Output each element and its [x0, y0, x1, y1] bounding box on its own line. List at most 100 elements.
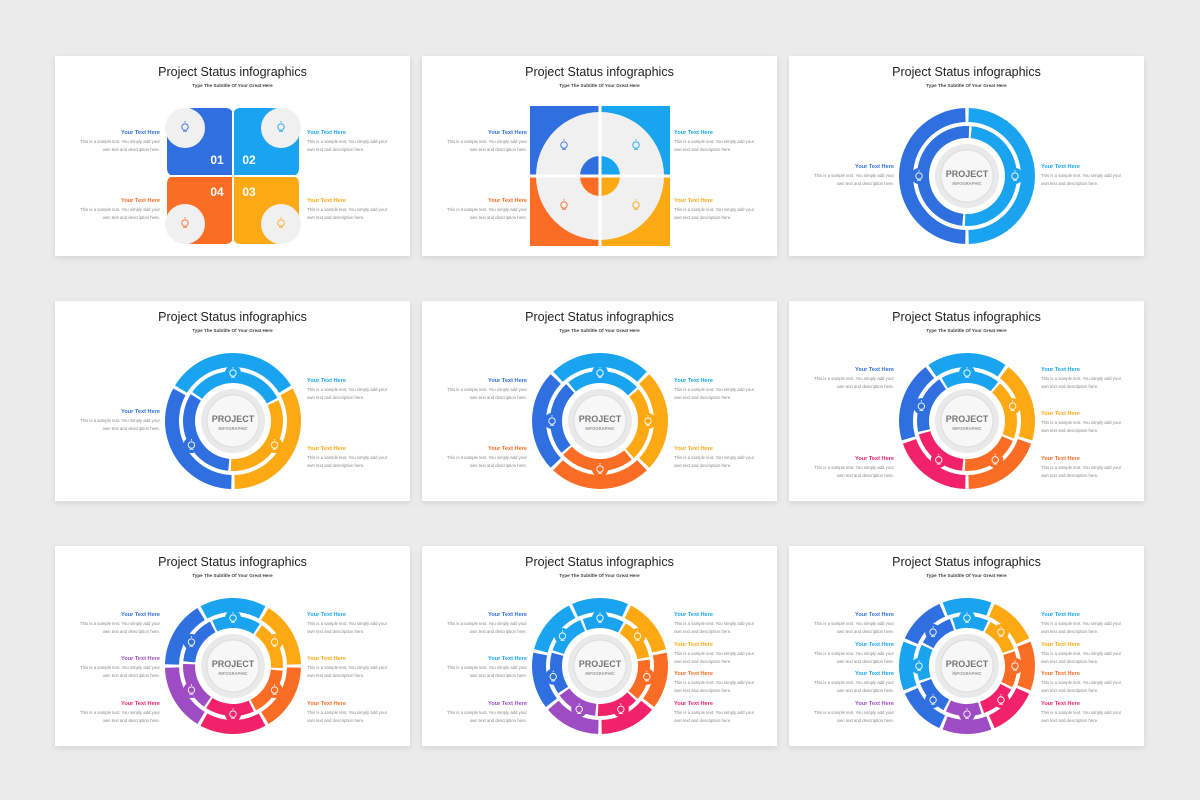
- ring-segment-inner-2: [992, 383, 1017, 439]
- center-subtitle: INFOGRAPHIC: [585, 426, 614, 431]
- infographic-art: PROJECT INFOGRAPHIC: [532, 598, 668, 734]
- text-block-description: own text and description here.: [469, 629, 527, 634]
- ring-segment-outer-3: [165, 388, 232, 489]
- text-block: Your Text Here This is a sample text. You…: [307, 378, 407, 402]
- text-block-description: This is a sample text. You simply add yo…: [446, 455, 527, 460]
- text-block-description: own text and description here.: [469, 147, 527, 152]
- truck-icon: [187, 439, 196, 450]
- text-block: Your Text Here This is a sample text. You…: [794, 456, 894, 480]
- ring-segment-inner-1: [192, 371, 278, 404]
- chart-icon: [929, 626, 937, 637]
- text-block-description: This is a sample text. You simply add yo…: [674, 651, 755, 656]
- center-title: PROJECT: [212, 414, 255, 424]
- slide-thumbnail[interactable]: Project Status infographics Type The Subt…: [422, 56, 777, 256]
- infographic-art: PROJECT INFOGRAPHIC: [165, 353, 301, 489]
- text-block-heading: Your Text Here: [488, 378, 527, 384]
- icon-circle: [261, 108, 301, 148]
- text-block-heading: Your Text Here: [307, 656, 346, 662]
- envelope-icon: [187, 684, 196, 695]
- text-block-heading: Your Text Here: [855, 367, 894, 373]
- text-block-description: own text and description here.: [307, 215, 365, 220]
- text-block-heading: Your Text Here: [307, 701, 346, 707]
- text-block-description: own text and description here.: [674, 629, 732, 634]
- text-block: Your Text Here This is a sample text. You…: [674, 642, 774, 666]
- ring-segment-outer-1: [200, 598, 266, 619]
- text-block: Your Text Here This is a sample text. You…: [307, 656, 407, 680]
- text-block: Your Text Here This is a sample text. You…: [427, 656, 527, 680]
- diamond-icon: [277, 121, 285, 132]
- text-block-heading: Your Text Here: [1041, 671, 1080, 677]
- ring-segment-outer-7: [534, 605, 576, 653]
- text-block-heading: Your Text Here: [855, 642, 894, 648]
- slide-thumbnail[interactable]: 01 02 03 04 Project Status infographics Type …: [55, 56, 410, 256]
- text-block: Your Text Here This is a sample text. You…: [794, 367, 894, 391]
- slide-thumbnail[interactable]: PROJECT INFOGRAPHIC Project Status infogra…: [55, 301, 410, 501]
- text-block-description: own text and description here.: [674, 463, 732, 468]
- gear-icon: [558, 630, 567, 641]
- text-block-description: own text and description here.: [469, 215, 527, 220]
- text-block-description: own text and description here.: [836, 473, 894, 478]
- text-block-description: own text and description here.: [307, 629, 365, 634]
- cart-icon: [549, 670, 557, 682]
- slide-thumbnail[interactable]: PROJECT INFOGRAPHIC Project Status infogra…: [789, 56, 1144, 256]
- text-block-description: This is a sample text. You simply add yo…: [446, 710, 527, 715]
- text-block-description: own text and description here.: [1041, 659, 1099, 664]
- text-block-description: own text and description here.: [836, 181, 894, 186]
- text-block-heading: Your Text Here: [488, 446, 527, 452]
- ring-segment-outer-5: [165, 667, 205, 724]
- center-subtitle: INFOGRAPHIC: [952, 181, 981, 186]
- text-block-description: This is a sample text. You simply add yo…: [79, 418, 160, 423]
- lightbulb-icon: [596, 367, 604, 378]
- step-number: 03: [242, 185, 256, 199]
- text-block-description: This is a sample text. You simply add yo…: [813, 710, 894, 715]
- text-block: Your Text Here This is a sample text. You…: [1041, 671, 1141, 695]
- slide-thumbnail[interactable]: PROJECT INFOGRAPHIC Project Status infogra…: [789, 301, 1144, 501]
- truck-icon: [643, 670, 651, 682]
- text-block: Your Text Here This is a sample text. You…: [1041, 612, 1141, 636]
- text-block: Your Text Here This is a sample text. You…: [794, 671, 894, 695]
- text-block: Your Text Here This is a sample text. You…: [674, 612, 774, 636]
- center-subtitle: INFOGRAPHIC: [585, 671, 614, 676]
- slide-thumbnail[interactable]: PROJECT INFOGRAPHIC Project Status infogra…: [422, 546, 777, 746]
- text-block-heading: Your Text Here: [307, 378, 346, 384]
- slide-thumbnail[interactable]: PROJECT INFOGRAPHIC Project Status infogra…: [55, 546, 410, 746]
- ring-segment-outer-4: [601, 700, 653, 734]
- text-block-description: This is a sample text. You simply add yo…: [79, 665, 160, 670]
- text-block-description: This is a sample text. You simply add yo…: [1041, 621, 1122, 626]
- text-block-description: own text and description here.: [1041, 629, 1099, 634]
- text-block-description: This is a sample text. You simply add yo…: [1041, 710, 1122, 715]
- ring-segment-outer-6: [165, 608, 205, 665]
- text-block-heading: Your Text Here: [855, 671, 894, 677]
- slide-thumbnail[interactable]: PROJECT INFOGRAPHIC Project Status infogra…: [422, 301, 777, 501]
- ring-segment-outer-1: [928, 353, 1006, 377]
- ring-segment-outer-8: [904, 603, 946, 645]
- text-block-heading: Your Text Here: [1041, 456, 1080, 462]
- text-block: Your Text Here This is a sample text. You…: [674, 671, 774, 695]
- ring-segment-outer-2: [261, 608, 301, 665]
- center-disc: [573, 639, 627, 693]
- truck-icon: [991, 453, 999, 465]
- text-block: Your Text Here This is a sample text. You…: [674, 701, 774, 725]
- ring-segment-outer-7: [899, 641, 917, 691]
- text-block-heading: Your Text Here: [121, 198, 160, 204]
- slide-thumbnail[interactable]: PROJECT INFOGRAPHIC Project Status infogra…: [789, 546, 1144, 746]
- handshake-icon: [632, 199, 640, 210]
- center-disc: [573, 394, 627, 448]
- text-block: Your Text Here This is a sample text. You…: [307, 446, 407, 470]
- text-block-description: This is a sample text. You simply add yo…: [446, 621, 527, 626]
- handshake-icon: [229, 708, 237, 719]
- ring-segment-outer-2: [999, 367, 1035, 441]
- slide-subtitle: Type The Subtitle Of Your Great Here: [926, 328, 1007, 333]
- text-block: Your Text Here This is a sample text. You…: [674, 198, 774, 222]
- text-block: Your Text Here This is a sample text. You…: [1041, 411, 1141, 435]
- text-block-description: own text and description here.: [674, 659, 732, 664]
- ring-segment-inner-4: [918, 431, 964, 471]
- text-block-description: own text and description here.: [674, 147, 732, 152]
- text-block-description: This is a sample text. You simply add yo…: [307, 621, 388, 626]
- text-block-description: This is a sample text. You simply add yo…: [674, 207, 755, 212]
- text-block-description: This is a sample text. You simply add yo…: [674, 455, 755, 460]
- text-block-heading: Your Text Here: [1041, 164, 1080, 170]
- center-disc: [940, 639, 994, 693]
- ring-segment-outer-6: [904, 687, 946, 729]
- slide-subtitle: Type The Subtitle Of Your Great Here: [192, 328, 273, 333]
